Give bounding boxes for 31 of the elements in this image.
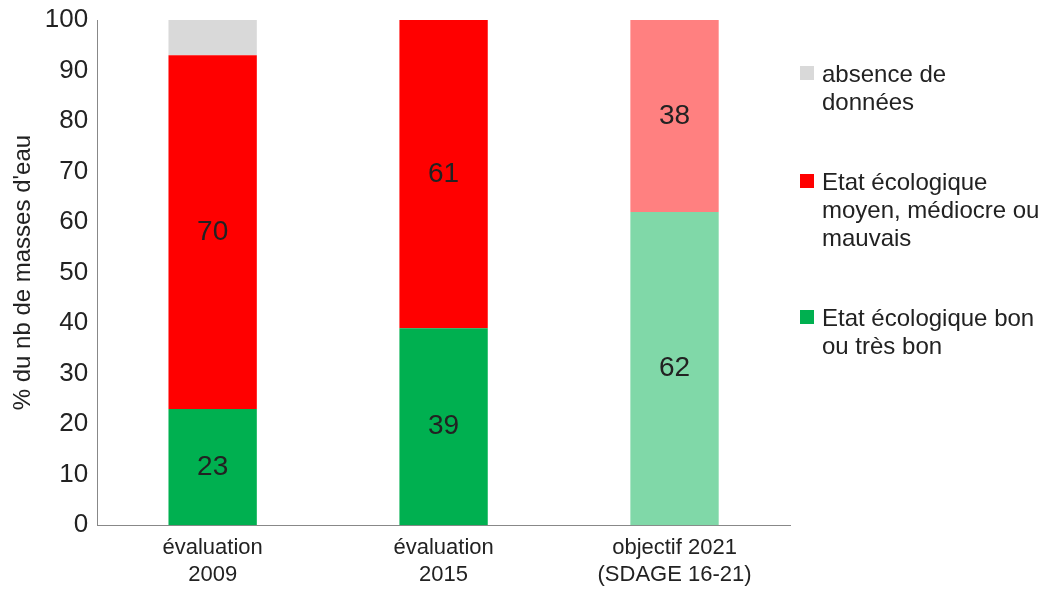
bar: [399, 328, 488, 526]
legend-label: Etat écologique bon ou très bon: [822, 304, 1036, 360]
bar: [168, 20, 257, 56]
y-tick-label: 30: [59, 356, 89, 387]
y-tick-label: 50: [59, 255, 89, 286]
data-label: 23: [197, 449, 229, 481]
legend-label: Etat écologique moyen, médiocre ou mauvais: [822, 168, 1040, 252]
bar: [630, 20, 719, 212]
y-tick-label: 40: [59, 306, 89, 337]
y-tick-label: 60: [59, 205, 89, 236]
x-tick-label: objectif 2021 (SDAGE 16-21): [597, 534, 752, 586]
y-axis-title: % du nb de masses d'eau: [8, 134, 36, 411]
bar: [630, 211, 719, 526]
y-tick-label: 10: [59, 457, 89, 488]
data-label: 39: [428, 409, 460, 441]
y-tick-label: 100: [44, 3, 89, 34]
bar: [399, 20, 488, 329]
data-label: 61: [428, 156, 460, 188]
data-label: 38: [658, 98, 691, 130]
y-tick-label: 80: [59, 104, 89, 135]
y-tick-label: 70: [59, 154, 89, 185]
x-tick-label: évaluation 2015: [393, 534, 494, 586]
data-label: 62: [658, 351, 691, 383]
y-tick-label: 90: [59, 53, 89, 84]
data-label: 70: [197, 214, 229, 246]
x-tick-label: évaluation 2009: [162, 534, 263, 586]
y-tick-label: 20: [59, 407, 89, 438]
y-tick-label: 0: [73, 508, 89, 539]
legend-label: absence de données: [822, 60, 948, 116]
bar: [168, 409, 257, 526]
bar: [168, 55, 257, 409]
